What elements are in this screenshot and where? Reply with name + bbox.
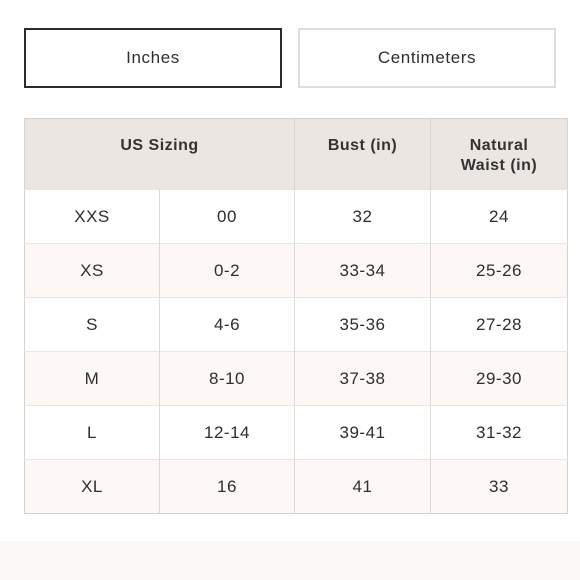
cell-bust: 37-38 [294,351,431,406]
unit-toggle: Inches Centimeters [24,28,556,88]
cell-waist: 33 [430,459,568,514]
header-bust: Bust (in) [294,118,431,190]
cell-numeric-size: 4-6 [159,297,295,352]
cell-bust: 33-34 [294,243,431,298]
cell-waist: 31-32 [430,405,568,460]
cell-waist: 25-26 [430,243,568,298]
cell-numeric-size: 16 [159,459,295,514]
cell-size: XL [24,459,160,514]
cell-numeric-size: 8-10 [159,351,295,406]
cell-bust: 32 [294,189,431,244]
table-row: XXS 00 32 24 [24,189,568,244]
table-header-row: US Sizing Bust (in) Natural Waist (in) [24,118,568,190]
table-row: L 12-14 39-41 31-32 [24,405,568,460]
header-waist-line-1: Natural [469,137,529,154]
header-waist-line-2: Waist (in) [460,157,538,174]
cell-numeric-size: 12-14 [159,405,295,460]
cell-size: L [24,405,160,460]
footer-band [0,541,580,580]
table-row: XS 0-2 33-34 25-26 [24,243,568,298]
cell-size: S [24,297,160,352]
cell-size: XXS [24,189,160,244]
cell-waist: 24 [430,189,568,244]
cell-bust: 35-36 [294,297,431,352]
cell-waist: 27-28 [430,297,568,352]
table-row: S 4-6 35-36 27-28 [24,297,568,352]
cell-numeric-size: 0-2 [159,243,295,298]
table-row: XL 16 41 33 [24,459,568,514]
cell-size: XS [24,243,160,298]
centimeters-button[interactable]: Centimeters [298,28,556,88]
header-natural-waist: Natural Waist (in) [430,118,568,190]
inches-button[interactable]: Inches [24,28,282,88]
size-chart-table: US Sizing Bust (in) Natural Waist (in) X… [24,118,568,514]
cell-bust: 39-41 [294,405,431,460]
cell-numeric-size: 00 [159,189,295,244]
cell-size: M [24,351,160,406]
cell-bust: 41 [294,459,431,514]
table-row: M 8-10 37-38 29-30 [24,351,568,406]
header-us-sizing: US Sizing [24,118,295,190]
cell-waist: 29-30 [430,351,568,406]
